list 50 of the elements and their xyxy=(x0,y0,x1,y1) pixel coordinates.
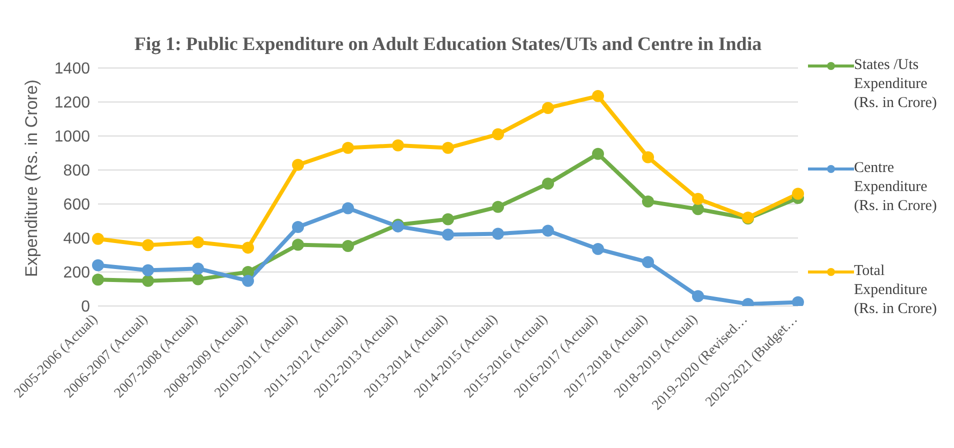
point xyxy=(292,238,304,251)
y-tick-label: 1000 xyxy=(54,128,90,146)
legend-label: States /Uts Expenditure (Rs. in Crore) xyxy=(854,56,938,113)
point xyxy=(642,151,654,164)
point xyxy=(292,220,304,233)
point xyxy=(92,274,104,286)
point xyxy=(542,224,554,237)
point xyxy=(242,242,254,254)
point xyxy=(492,228,504,240)
y-tick-label: 800 xyxy=(63,162,90,180)
y-tick-label: 600 xyxy=(63,196,90,214)
point xyxy=(592,243,604,256)
point xyxy=(642,195,654,208)
legend-label: Centre Expenditure (Rs. in Crore) xyxy=(854,159,938,216)
point xyxy=(542,178,554,190)
point xyxy=(142,274,154,287)
point xyxy=(92,232,104,245)
point xyxy=(492,128,504,140)
point xyxy=(292,158,304,171)
point xyxy=(542,102,554,114)
point xyxy=(192,236,204,248)
point xyxy=(692,203,704,216)
point xyxy=(192,262,204,275)
point xyxy=(442,142,454,154)
point xyxy=(192,273,204,286)
legend-label: Total Expenditure (Rs. in Crore) xyxy=(854,262,938,319)
y-tick-label: 0 xyxy=(81,298,90,316)
y-axis-title: Expenditure (Rs. in Crore) xyxy=(22,80,42,277)
point xyxy=(442,213,454,226)
y-tick-label: 200 xyxy=(63,264,90,282)
y-tick-label: 400 xyxy=(63,230,90,248)
point xyxy=(142,264,154,276)
point xyxy=(592,90,604,102)
point xyxy=(442,228,454,241)
point xyxy=(792,188,804,200)
point xyxy=(92,259,104,272)
point xyxy=(692,192,704,205)
point xyxy=(592,148,604,160)
point xyxy=(142,239,154,252)
chart-title: Fig 1: Public Expenditure on Adult Education States/UTs and Centre in India xyxy=(133,33,763,56)
y-tick-label: 1400 xyxy=(54,60,90,78)
point xyxy=(642,256,654,268)
y-tick-label: 1200 xyxy=(54,94,90,112)
point xyxy=(692,290,704,302)
point xyxy=(342,142,354,154)
point xyxy=(392,139,404,152)
point xyxy=(242,274,254,287)
point xyxy=(342,240,354,252)
point xyxy=(342,202,354,214)
point xyxy=(492,200,504,213)
